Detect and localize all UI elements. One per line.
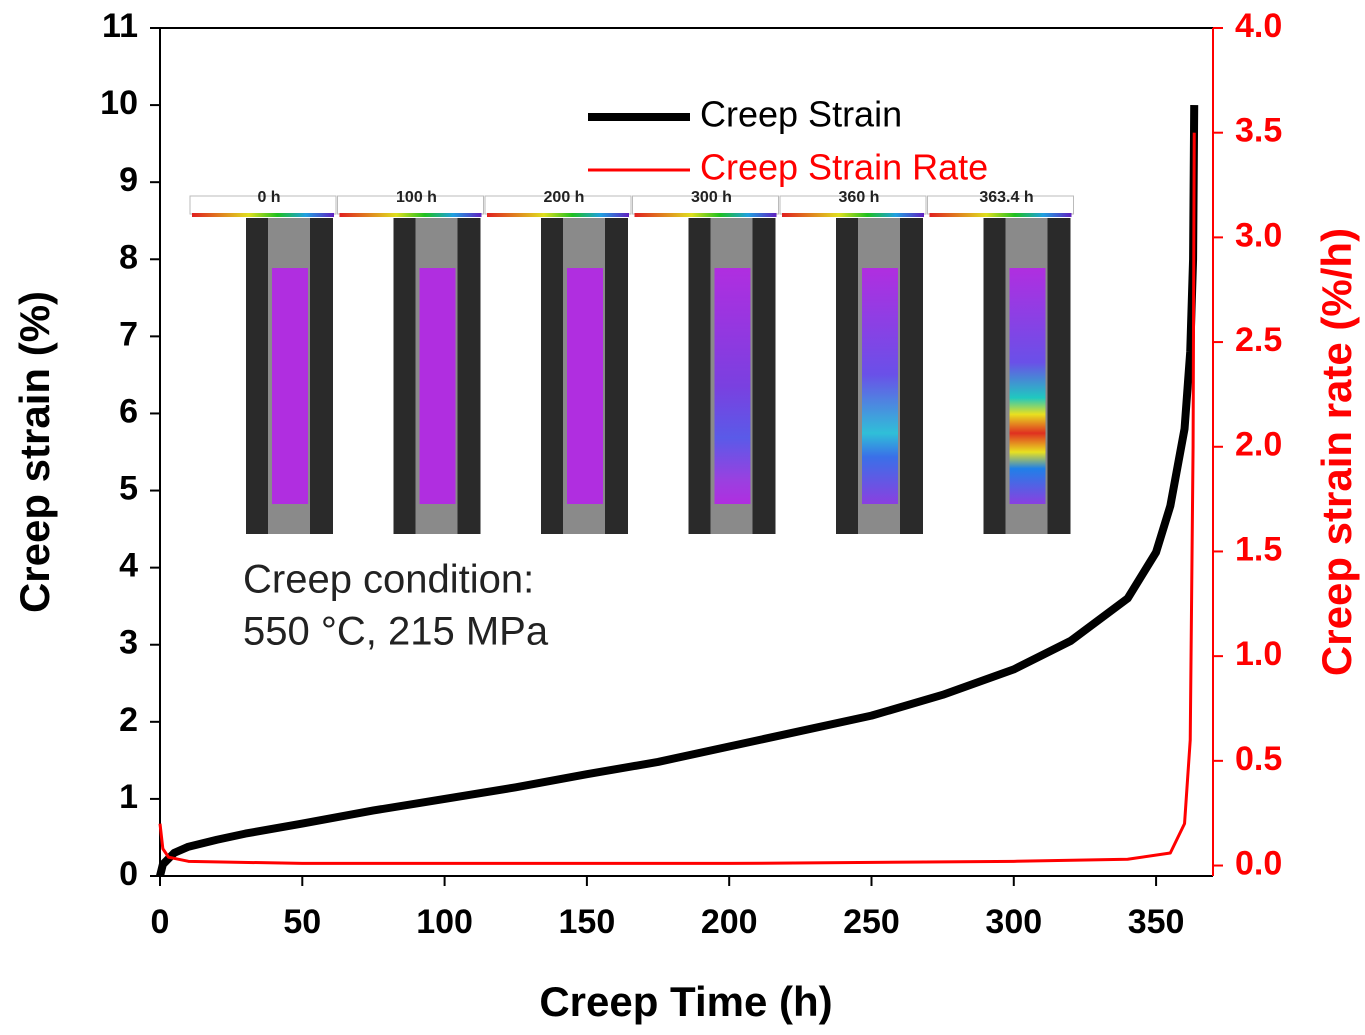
inset-label: 360 h	[839, 189, 880, 206]
x-tick-label: 250	[843, 903, 900, 941]
color-bar	[929, 213, 1072, 217]
strain-field	[272, 268, 308, 504]
y-tick-label: 3	[119, 624, 138, 662]
y-tick-label: 4	[119, 547, 138, 585]
inset-image: 0 h 100 h 200 h 300 h 360 h 363.4 h	[189, 189, 1074, 534]
y-tick-label: 2	[119, 701, 138, 739]
color-bar	[782, 213, 924, 217]
series-line	[158, 132, 1196, 865]
color-bar	[339, 213, 482, 217]
y-tick-label: 8	[119, 238, 138, 276]
x-axis-title: Creep Time (h)	[539, 978, 832, 1025]
series-line	[156, 105, 1199, 877]
inset-label: 200 h	[544, 189, 585, 206]
y-tick-label: 5	[119, 470, 138, 508]
annotation: Creep condition:	[243, 558, 534, 602]
y-tick-label: 11	[102, 7, 138, 45]
y2-tick-label: 3.0	[1235, 216, 1282, 254]
strain-field	[714, 268, 751, 504]
legend-label: Creep Strain Rate	[700, 147, 988, 188]
color-bar	[487, 213, 629, 217]
y2-tick-label: 0.0	[1235, 845, 1282, 883]
y-tick-label: 0	[119, 855, 138, 893]
y2-tick-label: 4.0	[1235, 7, 1282, 45]
inset-label: 300 h	[691, 189, 732, 206]
strain-field	[862, 268, 898, 504]
inset-label: 0 h	[257, 189, 280, 206]
y-tick-label: 1	[119, 778, 138, 816]
y-tick-label: 7	[119, 315, 138, 353]
y2-tick-label: 1.5	[1235, 530, 1282, 568]
y2-tick-label: 0.5	[1235, 740, 1282, 778]
inset-label: 363.4 h	[979, 189, 1033, 206]
y2-axis-title: Creep strain rate (%/h)	[1313, 228, 1360, 676]
x-tick-label: 350	[1128, 903, 1185, 941]
strain-field	[419, 268, 456, 504]
color-bar	[192, 213, 334, 217]
y2-tick-label: 2.5	[1235, 321, 1282, 359]
x-tick-label: 50	[283, 903, 321, 941]
strain-field	[1009, 268, 1046, 504]
y-tick-label: 10	[100, 84, 138, 122]
y-tick-label: 6	[119, 392, 138, 430]
y2-tick-label: 2.0	[1235, 426, 1282, 464]
x-tick-label: 300	[985, 903, 1042, 941]
y-tick-label: 9	[119, 161, 138, 199]
x-tick-label: 0	[151, 903, 170, 941]
strain-field	[567, 268, 603, 504]
y2-tick-label: 1.0	[1235, 635, 1282, 673]
annotation: 550 °C, 215 MPa	[243, 610, 549, 654]
legend-label: Creep Strain	[700, 94, 902, 135]
color-bar	[634, 213, 777, 217]
x-tick-label: 100	[416, 903, 473, 941]
inset-label: 100 h	[396, 189, 437, 206]
y2-tick-label: 3.5	[1235, 112, 1282, 150]
y-axis-title: Creep strain (%)	[11, 291, 58, 613]
x-tick-label: 200	[701, 903, 758, 941]
x-tick-label: 150	[559, 903, 616, 941]
